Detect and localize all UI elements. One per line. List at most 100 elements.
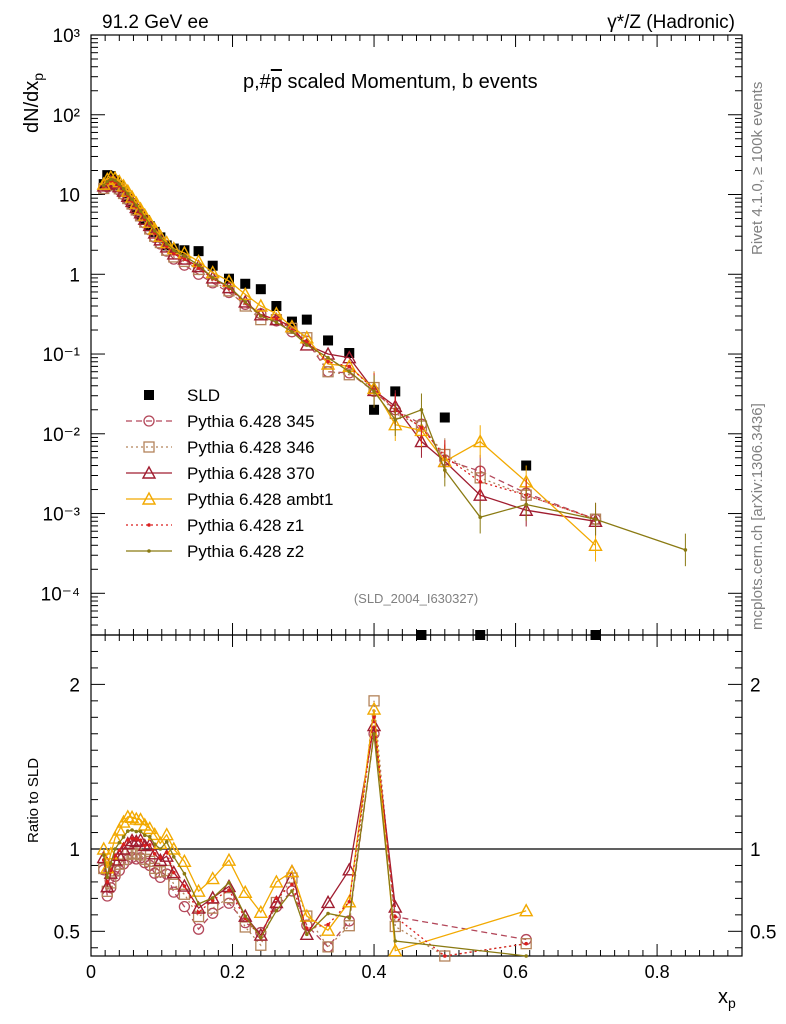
ratio-point-p346 (520, 938, 532, 950)
data-point-z2 (196, 263, 201, 267)
legend: SLD Pythia 6.428 345 Pythia 6.428 346 Pythi… (126, 386, 333, 561)
data-point-z1 (274, 316, 279, 321)
ratio-line-p370 (103, 725, 396, 937)
ratio-point-z1 (147, 843, 152, 847)
data-point-ambt1 (253, 298, 269, 312)
data-point-z2 (524, 502, 528, 507)
data-point-z2 (683, 548, 688, 552)
y-tick-label: 10² (53, 106, 80, 127)
chart-title-pbar: p (271, 71, 282, 93)
data-point-z2 (393, 417, 398, 422)
ratio-point-z1 (117, 848, 122, 853)
ratio-point-p346 (389, 920, 401, 933)
ratio-point-p370 (142, 837, 157, 851)
ratio-point-p370 (166, 865, 181, 879)
data-point-z2 (138, 209, 143, 213)
y-tick-label: 10⁻² (43, 425, 81, 446)
data-point-p370 (238, 294, 253, 308)
ratio-point-p370 (342, 862, 357, 876)
data-point-z2 (105, 179, 110, 184)
ratio-point-z2 (113, 847, 117, 851)
series-line-z1 (103, 180, 596, 520)
ratio-point-z2 (130, 828, 134, 832)
ratio-point-ambt1 (177, 853, 192, 868)
data-point-SLD (475, 630, 486, 640)
ratio-point-z2 (347, 915, 352, 920)
ratio-point-p370 (299, 926, 314, 941)
data-point-p370 (299, 337, 314, 351)
ratio-point-z2 (196, 902, 201, 906)
ratio-point-z1 (121, 842, 126, 847)
data-point-z2 (182, 254, 187, 258)
legend-item: Pythia 6.428 z2 (126, 542, 304, 561)
ratio-point-z2 (138, 829, 143, 834)
ratio-tick-label-right: 1 (750, 840, 761, 861)
ratio-axis-label: Ratio to SLD (25, 758, 42, 843)
data-point-z2 (274, 320, 279, 325)
legend-label: Pythia 6.428 370 (187, 464, 315, 483)
ratio-series-p370 (96, 718, 403, 941)
ratio-point-ambt1 (366, 701, 382, 715)
data-point-SLD (179, 245, 190, 256)
data-point-SLD (193, 246, 204, 257)
y-tick-label: 10³ (53, 26, 80, 47)
data-point-ambt1 (588, 537, 603, 551)
data-point-z2 (243, 300, 248, 304)
data-point-SLD (590, 630, 601, 640)
data-point-z2 (443, 468, 447, 472)
ratio-point-ambt1 (166, 841, 181, 855)
ratio-point-ambt1 (320, 922, 336, 936)
data-point-z2 (125, 192, 130, 196)
data-point-p370 (342, 350, 357, 364)
ratio-point-z2 (305, 932, 309, 937)
legend-label: Pythia 6.428 345 (187, 412, 315, 431)
ratio-point-z2 (227, 880, 231, 885)
data-point-p370 (253, 307, 269, 321)
ratio-point-ambt1 (191, 883, 206, 897)
ratio-point-z2 (274, 908, 279, 913)
ratio-point-z2 (101, 853, 106, 857)
data-point-SLD (255, 284, 266, 295)
ratio-point-z2 (326, 911, 330, 916)
data-point-z2 (142, 215, 147, 219)
ratio-point-z2 (152, 842, 157, 846)
ratio-point-p345 (192, 923, 205, 935)
ratio-tick-label: 2 (69, 675, 80, 696)
data-point-z2 (372, 389, 376, 394)
ratio-series-z1 (101, 715, 528, 958)
x-tick-label: 0.2 (220, 962, 245, 982)
ratio-point-p346 (343, 920, 355, 932)
ratio-point-p370 (320, 894, 336, 909)
data-point-SLD (323, 335, 334, 346)
ratio-point-ambt1 (284, 864, 300, 878)
legend-marker (143, 415, 155, 427)
data-point-SLD (369, 404, 380, 415)
ratio-point-z2 (290, 889, 294, 893)
ratio-point-z1 (171, 870, 176, 875)
x-axis-label-main: x (718, 986, 728, 1008)
data-point-z1 (171, 252, 176, 256)
data-point-z2 (113, 178, 117, 183)
ratio-point-z1 (164, 850, 169, 855)
data-point-p370 (96, 178, 111, 192)
ratio-series-z2 (101, 731, 528, 958)
ratio-point-z1 (290, 882, 294, 887)
data-point-p370 (142, 217, 157, 232)
data-point-z2 (419, 407, 424, 412)
legend-marker (141, 465, 157, 479)
ratio-point-z2 (393, 939, 398, 943)
analysis-label: (SLD_2004_I630327) (354, 591, 478, 606)
data-point-z1 (419, 425, 424, 430)
x-tick-label: 0 (86, 962, 96, 982)
legend-marker (144, 390, 154, 400)
legend-item: Pythia 6.428 345 (126, 412, 315, 431)
ratio-point-p346 (239, 921, 251, 933)
data-point-SLD (240, 278, 251, 289)
data-point-z2 (158, 235, 163, 240)
ratio-point-p346 (223, 891, 235, 904)
ratio-point-z2 (134, 829, 139, 834)
legend-marker (141, 491, 157, 505)
ratio-point-z2 (210, 896, 215, 900)
data-point-z2 (478, 515, 482, 519)
